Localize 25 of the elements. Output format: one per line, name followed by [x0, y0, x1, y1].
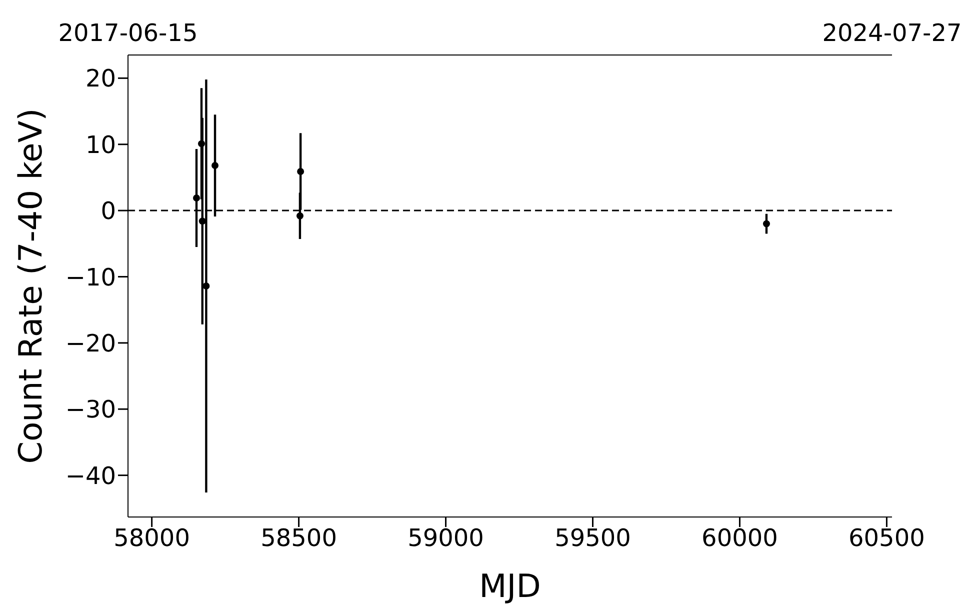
y-tick-label: 0 — [100, 197, 116, 226]
x-tick-label: 59000 — [408, 524, 484, 552]
point — [198, 218, 206, 225]
y-tick-label: 20 — [85, 64, 116, 93]
point — [192, 194, 200, 202]
x2-tick-label: 2017-06-15 — [58, 19, 198, 47]
point — [762, 220, 770, 228]
y-tick-label: −30 — [65, 396, 116, 424]
y-tick-label: −20 — [65, 329, 116, 358]
point — [212, 162, 219, 170]
point — [202, 282, 210, 290]
x-tick-label: 58500 — [260, 524, 337, 552]
y-axis-title: Count Rate (7-40 keV) — [11, 108, 50, 464]
point — [198, 140, 205, 148]
point — [297, 168, 304, 175]
x2-tick-label: 2024-07-27 — [822, 19, 962, 47]
x-axis-title: MJD — [479, 567, 541, 605]
x-tick-label: 60500 — [848, 524, 925, 552]
x-tick-label: 60000 — [702, 524, 778, 552]
point — [296, 212, 304, 220]
x-tick-label: 59500 — [554, 524, 631, 552]
y-tick-label: 10 — [85, 130, 116, 159]
y-tick-label: −40 — [65, 462, 116, 490]
x-tick-label: 58000 — [114, 524, 190, 552]
y-tick-label: −10 — [65, 263, 116, 292]
